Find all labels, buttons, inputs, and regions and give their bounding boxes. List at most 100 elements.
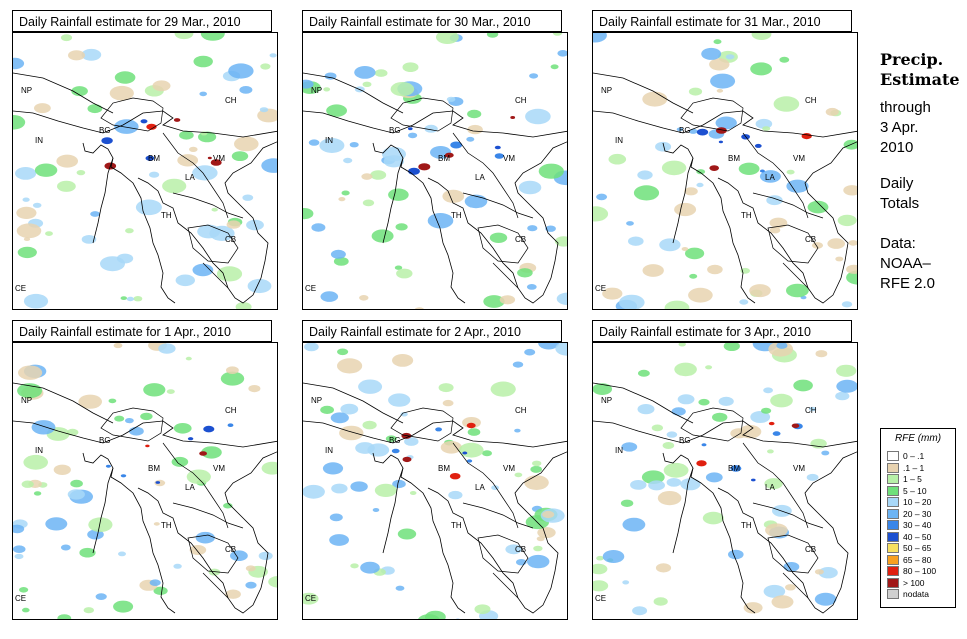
legend-swatch	[887, 474, 899, 484]
data-label: Data:	[880, 235, 916, 252]
map-label: BG	[389, 126, 401, 135]
map-label: TH	[161, 211, 172, 220]
legend-label: 80 – 100	[903, 566, 937, 576]
heading-precip: Precip.	[880, 50, 944, 69]
data-version: RFE 2.0	[880, 275, 936, 292]
map-label: TH	[161, 521, 172, 530]
map-label: TH	[451, 521, 462, 530]
map-label: LA	[475, 483, 485, 492]
map-svg: NP CH IN BG BM VM LA TH CB CE	[593, 343, 857, 616]
rainfall-map: NP CH IN BG BM VM LA TH CB CE	[592, 342, 858, 620]
map-label: VM	[213, 154, 225, 163]
map-label: IN	[615, 136, 623, 145]
legend-item: 0 – .1	[887, 451, 924, 462]
map-label: TH	[741, 211, 752, 220]
map-label: VM	[793, 154, 805, 163]
map-label: CE	[595, 594, 606, 603]
legend-swatch	[887, 497, 899, 507]
through-year: 2010	[880, 139, 914, 156]
map-label: NP	[21, 396, 32, 405]
heading-estimate: Estimate	[880, 70, 960, 89]
daily-label: Daily	[880, 175, 914, 192]
map-label: LA	[765, 173, 775, 182]
map-label: CH	[225, 96, 237, 105]
map-label: CB	[805, 545, 816, 554]
rainfall-map: NP CH IN BG BM VM LA TH CB CE	[302, 32, 568, 310]
rainfall-map: NP CH IN BG BM VM LA TH CB CE	[12, 32, 278, 310]
panel-title: Daily Rainfall estimate for 30 Mar., 201…	[302, 10, 562, 32]
map-svg: NP CH IN BG BM VM LA TH CB CE	[303, 343, 567, 619]
rainfall-map: NP CH IN BG BM VM LA TH CB CE	[12, 342, 278, 620]
map-label: BM	[438, 464, 450, 473]
map-label: BM	[728, 154, 740, 163]
map-label: CB	[805, 235, 816, 244]
legend-swatch	[887, 462, 899, 473]
legend-label: 0 – .1	[903, 451, 925, 461]
map-label: BG	[679, 126, 691, 135]
map-label: IN	[325, 136, 333, 145]
legend-item: > 100	[887, 577, 925, 589]
map-label: CH	[805, 96, 817, 105]
legend-label: 20 – 30	[903, 508, 932, 519]
legend-label: 40 – 50	[903, 531, 932, 542]
legend-item: 50 – 65	[887, 543, 931, 554]
map-label: VM	[793, 464, 805, 473]
legend-swatch	[887, 520, 899, 530]
map-label: NP	[311, 396, 322, 405]
legend-label: 10 – 20	[903, 497, 932, 507]
rainfall-map: NP CH IN BG BM VM LA TH CB CE	[592, 32, 858, 310]
legend-item: nodata	[887, 589, 929, 600]
legend-item: 5 – 10	[887, 485, 927, 497]
map-label: CH	[515, 96, 527, 105]
panel-title: Daily Rainfall estimate for 29 Mar., 201…	[12, 10, 272, 32]
map-svg: NP CH IN BG BM VM LA TH CB CE	[303, 33, 567, 309]
map-label: CH	[515, 406, 527, 415]
legend-swatch	[887, 508, 899, 519]
map-label: IN	[615, 446, 623, 455]
totals-label: Totals	[880, 195, 920, 212]
map-label: NP	[601, 396, 612, 405]
legend-label: .1 – 1	[903, 462, 925, 473]
legend-swatch	[887, 543, 899, 553]
map-label: LA	[185, 173, 195, 182]
map-label: VM	[213, 464, 225, 473]
map-label: CE	[15, 594, 26, 603]
map-label: LA	[475, 173, 485, 182]
map-label: BG	[99, 126, 111, 135]
map-label: CE	[595, 284, 606, 293]
map-label: TH	[741, 521, 752, 530]
legend-item: 80 – 100	[887, 566, 936, 577]
legend-swatch	[887, 589, 899, 599]
map-label: CE	[305, 594, 316, 603]
through-date: 3 Apr.	[880, 119, 919, 136]
map-label: BM	[148, 154, 160, 163]
legend-label: 5 – 10	[903, 485, 927, 496]
map-label: LA	[185, 483, 195, 492]
map-label: CH	[805, 406, 817, 415]
legend-label: > 100	[903, 577, 925, 588]
legend-item: 30 – 40	[887, 520, 931, 531]
legend-label: 1 – 5	[903, 474, 922, 484]
map-label: NP	[601, 86, 612, 95]
legend-item: 1 – 5	[887, 474, 922, 485]
data-source: NOAA–	[880, 255, 931, 272]
map-label: IN	[35, 446, 43, 455]
map-label: CB	[515, 545, 526, 554]
legend-swatch	[887, 485, 899, 496]
map-label: LA	[765, 483, 775, 492]
legend-swatch	[887, 451, 899, 461]
map-label: NP	[311, 86, 322, 95]
map-label: IN	[35, 136, 43, 145]
map-label: BM	[438, 154, 450, 163]
map-label: CB	[515, 235, 526, 244]
legend-item: 40 – 50	[887, 531, 932, 543]
through-label: through	[880, 99, 931, 116]
map-svg: NP CH IN BG BM VM LA TH CB CE	[13, 33, 277, 309]
legend-swatch	[887, 554, 899, 565]
legend-label: nodata	[903, 589, 929, 599]
legend-swatch	[887, 531, 899, 542]
legend-title: RFE (mm)	[894, 433, 942, 444]
map-label: BG	[99, 436, 111, 445]
legend-swatch	[887, 566, 899, 576]
map-label: CB	[225, 235, 236, 244]
